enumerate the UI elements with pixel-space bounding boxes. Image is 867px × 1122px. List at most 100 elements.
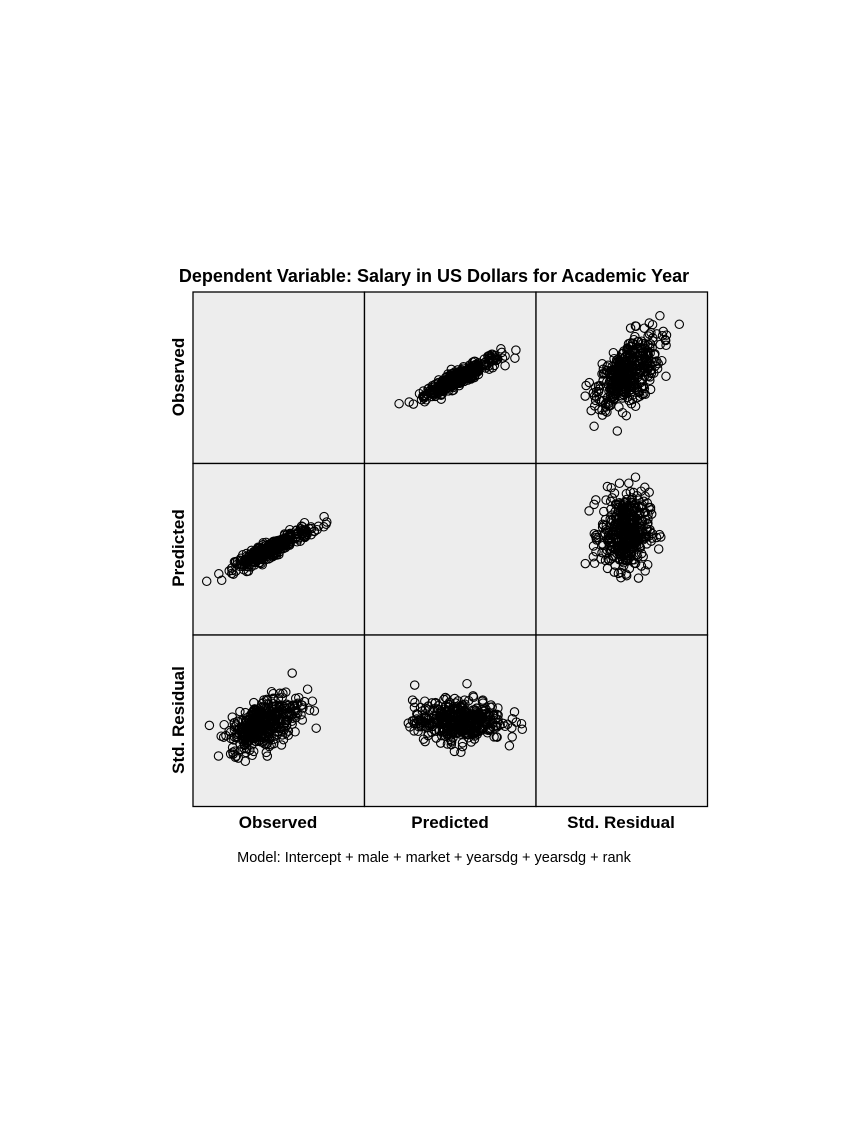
data-point xyxy=(428,384,438,395)
data-point xyxy=(446,718,457,728)
data-point xyxy=(301,525,312,535)
data-point xyxy=(614,402,624,412)
data-point xyxy=(642,559,653,570)
data-point xyxy=(281,728,291,739)
data-point xyxy=(292,699,302,710)
data-point xyxy=(625,362,635,372)
data-point xyxy=(602,362,612,372)
data-point xyxy=(430,379,441,389)
data-point xyxy=(454,372,465,382)
data-point xyxy=(584,377,595,388)
data-point xyxy=(643,514,653,525)
data-point xyxy=(429,703,440,714)
data-point xyxy=(650,361,660,372)
data-point xyxy=(596,554,606,564)
data-point xyxy=(455,709,465,720)
data-point xyxy=(455,375,465,385)
data-point xyxy=(408,399,419,409)
data-point xyxy=(228,749,238,759)
data-point xyxy=(625,487,636,497)
data-point xyxy=(457,366,468,377)
data-point xyxy=(296,700,307,710)
data-point xyxy=(614,376,625,387)
data-point xyxy=(594,404,604,415)
row-label-predicted: Predicted xyxy=(169,509,188,586)
data-point xyxy=(603,392,613,402)
data-point xyxy=(470,728,481,738)
data-point xyxy=(445,734,455,745)
data-point xyxy=(598,375,608,386)
data-point xyxy=(427,698,437,708)
data-point xyxy=(307,696,318,706)
data-point xyxy=(469,729,479,739)
data-point xyxy=(463,722,474,732)
col-label-observed: Observed xyxy=(239,813,317,832)
data-point xyxy=(639,371,650,382)
data-point xyxy=(414,722,424,732)
data-point xyxy=(632,537,642,548)
data-point xyxy=(636,348,647,359)
data-point xyxy=(580,558,591,569)
data-point xyxy=(645,372,655,382)
data-point xyxy=(443,702,454,713)
data-point xyxy=(614,536,625,547)
data-point xyxy=(600,555,611,566)
data-point xyxy=(272,711,282,722)
data-point xyxy=(219,719,229,730)
data-point xyxy=(256,544,267,554)
data-point xyxy=(660,335,671,346)
data-point xyxy=(616,546,626,556)
data-point xyxy=(606,483,616,493)
data-point xyxy=(407,695,418,705)
data-point xyxy=(591,546,601,557)
data-point xyxy=(271,550,282,560)
data-point xyxy=(446,737,457,747)
row-label-std-residual: Std. Residual xyxy=(169,666,188,774)
data-point xyxy=(464,729,474,740)
data-point xyxy=(580,391,590,401)
data-point xyxy=(261,694,272,705)
data-point xyxy=(433,716,443,727)
data-point xyxy=(285,533,295,543)
panel-observed-vs-observed xyxy=(192,291,366,465)
data-point xyxy=(218,732,229,742)
data-point xyxy=(420,696,430,706)
data-point xyxy=(638,361,648,371)
data-point xyxy=(260,703,271,714)
data-point xyxy=(624,542,635,552)
panel-predicted-vs-predicted xyxy=(363,462,537,636)
model-footnote: Model: Intercept + male + market + years… xyxy=(237,850,631,866)
data-point xyxy=(221,730,231,741)
data-point xyxy=(291,708,301,719)
data-point xyxy=(273,693,284,704)
data-point xyxy=(633,573,644,583)
data-point xyxy=(611,511,621,522)
points-observed-vs-predicted xyxy=(394,344,521,409)
data-point xyxy=(477,696,488,707)
data-point xyxy=(504,741,515,751)
data-point xyxy=(276,740,287,750)
data-point xyxy=(635,342,645,353)
data-point xyxy=(478,720,488,730)
data-point xyxy=(266,739,276,750)
data-point xyxy=(311,723,321,733)
data-point xyxy=(643,339,653,350)
data-point xyxy=(611,500,622,510)
data-point xyxy=(645,384,656,395)
data-point xyxy=(319,522,329,532)
data-point xyxy=(610,387,621,397)
points-std-residual-vs-predicted xyxy=(403,678,528,758)
data-point xyxy=(468,692,479,703)
data-point xyxy=(643,371,654,381)
data-point xyxy=(627,516,637,526)
data-point xyxy=(252,732,263,742)
data-point xyxy=(590,382,601,392)
data-point xyxy=(225,749,236,759)
row-label-observed: Observed xyxy=(169,338,188,416)
data-point xyxy=(247,750,257,761)
points-predicted-vs-std-residual xyxy=(580,472,666,583)
data-point xyxy=(644,318,655,328)
data-point xyxy=(509,707,520,717)
data-point xyxy=(224,566,234,576)
data-point xyxy=(612,357,623,367)
